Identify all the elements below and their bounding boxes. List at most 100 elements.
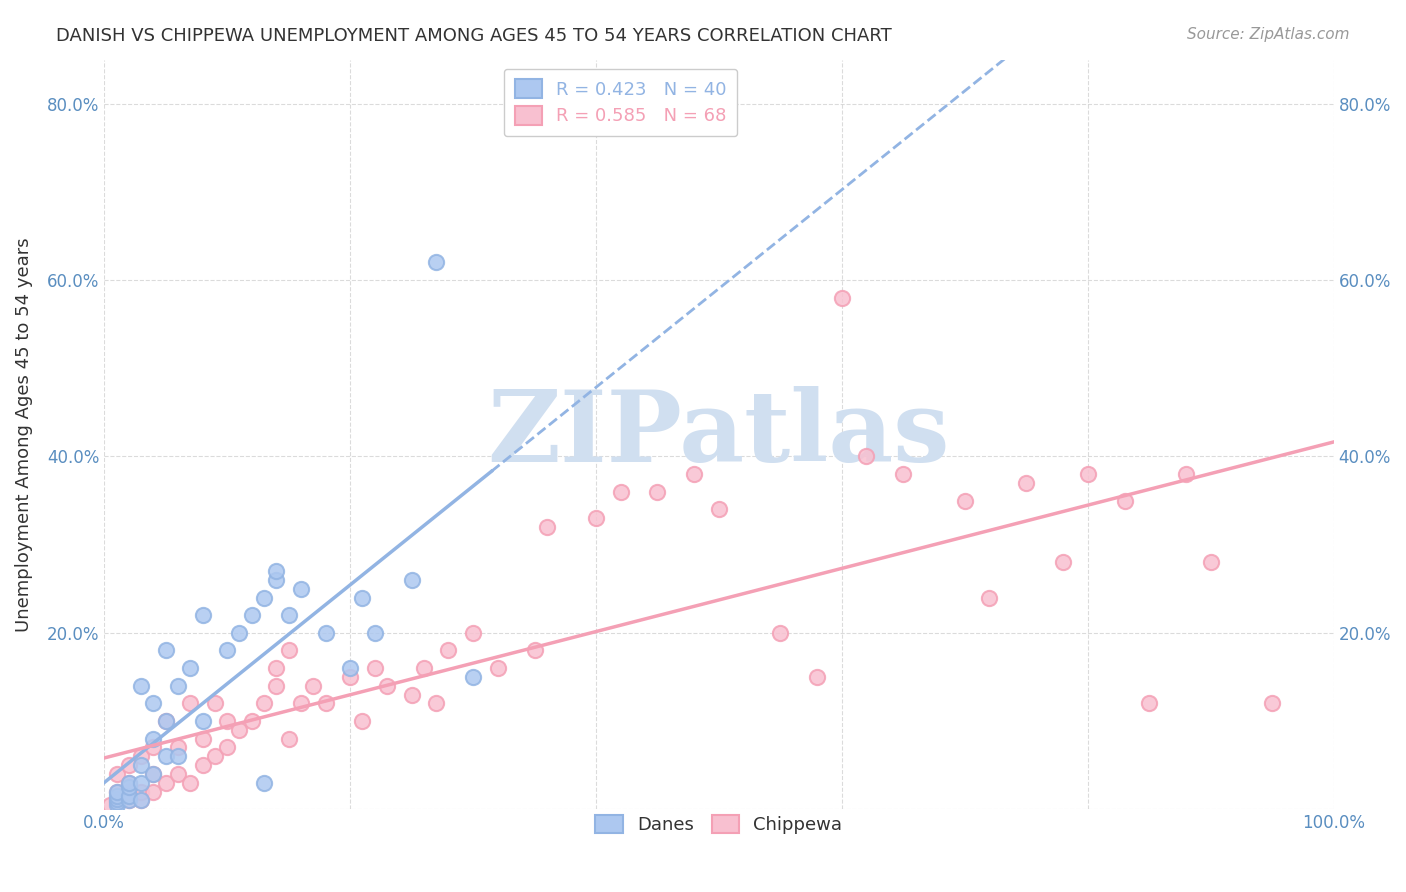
Point <box>266 679 288 693</box>
Point <box>290 696 312 710</box>
Point <box>100 797 122 812</box>
Point <box>401 573 423 587</box>
Point <box>240 714 263 728</box>
Point <box>118 789 141 803</box>
Point <box>277 731 299 746</box>
Point <box>129 775 152 789</box>
Point <box>167 740 190 755</box>
Point <box>523 643 546 657</box>
Legend: Danes, Chippewa: Danes, Chippewa <box>585 804 853 845</box>
Point <box>118 775 141 789</box>
Point <box>266 564 288 578</box>
Point <box>240 608 263 623</box>
Point <box>1137 696 1160 710</box>
Point <box>217 714 239 728</box>
Point <box>461 625 484 640</box>
Text: Source: ZipAtlas.com: Source: ZipAtlas.com <box>1187 27 1350 42</box>
Point <box>806 670 828 684</box>
Point <box>191 608 214 623</box>
Point <box>142 731 165 746</box>
Point <box>129 749 152 764</box>
Point <box>105 791 128 805</box>
Point <box>167 749 190 764</box>
Point <box>155 714 177 728</box>
Point <box>118 758 141 772</box>
Point <box>302 679 325 693</box>
Point <box>105 784 128 798</box>
Point <box>167 679 190 693</box>
Y-axis label: Unemployment Among Ages 45 to 54 years: Unemployment Among Ages 45 to 54 years <box>15 237 32 632</box>
Text: DANISH VS CHIPPEWA UNEMPLOYMENT AMONG AGES 45 TO 54 YEARS CORRELATION CHART: DANISH VS CHIPPEWA UNEMPLOYMENT AMONG AG… <box>56 27 891 45</box>
Point <box>315 696 337 710</box>
Point <box>339 661 361 675</box>
Point <box>352 714 374 728</box>
Point <box>412 661 434 675</box>
Point <box>191 731 214 746</box>
Point <box>155 714 177 728</box>
Point <box>179 775 201 789</box>
Point <box>277 608 299 623</box>
Point <box>536 520 558 534</box>
Point <box>1114 493 1136 508</box>
Point <box>401 688 423 702</box>
Point <box>217 643 239 657</box>
Point <box>266 573 288 587</box>
Point <box>1015 475 1038 490</box>
Point <box>707 502 730 516</box>
Point <box>105 797 128 812</box>
Point <box>191 758 214 772</box>
Point <box>375 679 398 693</box>
Point <box>1052 555 1074 569</box>
Point <box>1077 467 1099 481</box>
Point <box>339 670 361 684</box>
Point <box>105 795 128 809</box>
Point <box>585 511 607 525</box>
Point <box>155 643 177 657</box>
Point <box>179 661 201 675</box>
Point <box>142 767 165 781</box>
Point <box>253 775 276 789</box>
Point <box>155 749 177 764</box>
Point <box>118 793 141 807</box>
Point <box>142 696 165 710</box>
Point <box>118 775 141 789</box>
Point <box>105 784 128 798</box>
Point <box>105 767 128 781</box>
Point <box>953 493 976 508</box>
Point <box>129 758 152 772</box>
Point <box>1199 555 1222 569</box>
Point <box>204 696 226 710</box>
Point <box>425 696 447 710</box>
Point <box>105 789 128 803</box>
Point <box>364 661 387 675</box>
Point <box>253 591 276 605</box>
Point <box>486 661 509 675</box>
Point <box>315 625 337 640</box>
Point <box>142 740 165 755</box>
Point <box>979 591 1001 605</box>
Point <box>167 767 190 781</box>
Point <box>191 714 214 728</box>
Point <box>129 793 152 807</box>
Point <box>1261 696 1284 710</box>
Point <box>609 484 631 499</box>
Point <box>118 784 141 798</box>
Point <box>461 670 484 684</box>
Point <box>118 793 141 807</box>
Point <box>647 484 669 499</box>
Point <box>105 793 128 807</box>
Point <box>129 679 152 693</box>
Point <box>155 775 177 789</box>
Point <box>290 582 312 596</box>
Text: ZIPatlas: ZIPatlas <box>488 386 950 483</box>
Point <box>179 696 201 710</box>
Point <box>142 767 165 781</box>
Point <box>228 723 250 737</box>
Point <box>129 793 152 807</box>
Point <box>683 467 706 481</box>
Point <box>769 625 792 640</box>
Point <box>277 643 299 657</box>
Point <box>129 784 152 798</box>
Point <box>228 625 250 640</box>
Point <box>266 661 288 675</box>
